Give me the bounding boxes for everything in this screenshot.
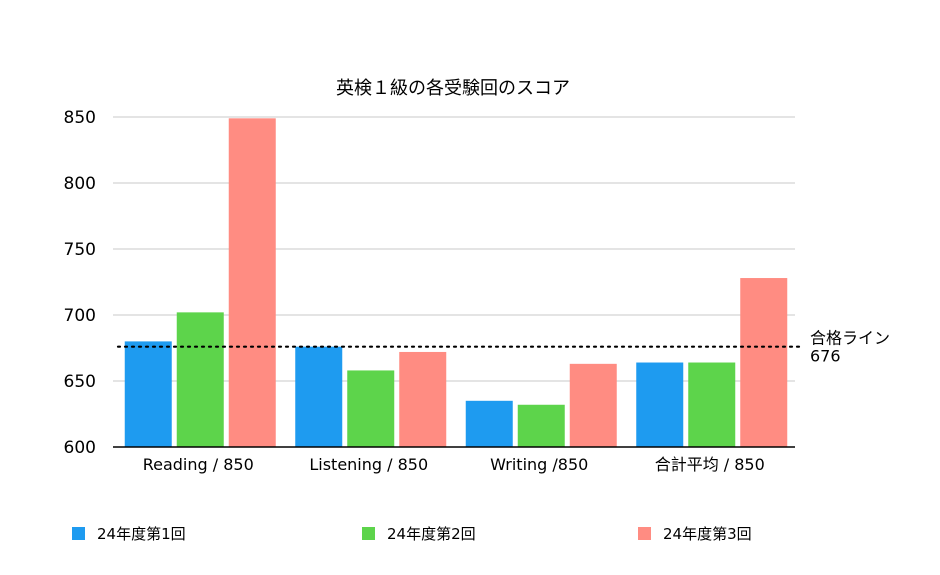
x-tick-label: Writing /850 <box>490 455 588 474</box>
legend-item-1: 24年度第1回 <box>72 523 186 544</box>
y-tick-label: 650 <box>64 372 96 392</box>
legend-item-3: 24年度第3回 <box>638 523 752 544</box>
axes: 600 650 700 750 800 850 Reading / 850 Listening… <box>64 108 795 474</box>
legend-label-2: 24年度第2回 <box>387 525 476 543</box>
legend-label-3: 24年度第3回 <box>663 525 752 543</box>
bars <box>124 118 788 447</box>
pass-line-value: 676 <box>810 347 841 366</box>
bar-series-1 <box>295 346 343 447</box>
legend-item-2: 24年度第2回 <box>362 523 476 544</box>
bar-series-2 <box>688 362 736 447</box>
y-tick-label: 800 <box>64 174 96 194</box>
bar-series-2 <box>517 404 565 447</box>
bar-series-1 <box>465 400 513 447</box>
pass-line-label: 合格ライン <box>810 329 890 348</box>
y-tick-label: 750 <box>64 240 96 260</box>
bar-series-3 <box>569 363 617 447</box>
y-tick-label: 600 <box>64 438 96 458</box>
x-tick-label: Reading / 850 <box>143 455 254 474</box>
bar-series-3 <box>740 278 788 447</box>
bar-series-1 <box>124 341 172 447</box>
bar-series-1 <box>636 362 684 447</box>
legend-swatch-2 <box>362 527 375 540</box>
legend-swatch-1 <box>72 527 85 540</box>
bar-series-3 <box>228 118 276 447</box>
legend-swatch-3 <box>638 527 651 540</box>
x-tick-label: Listening / 850 <box>309 455 428 474</box>
y-tick-label: 850 <box>64 108 96 128</box>
legend-label-1: 24年度第1回 <box>97 525 186 543</box>
bar-series-3 <box>399 351 447 447</box>
bar-series-2 <box>176 312 224 447</box>
x-tick-label: 合計平均 / 850 <box>655 455 765 474</box>
chart-title: 英検１級の各受験回のスコア <box>336 78 570 99</box>
bar-series-2 <box>347 370 395 447</box>
y-tick-label: 700 <box>64 306 96 326</box>
